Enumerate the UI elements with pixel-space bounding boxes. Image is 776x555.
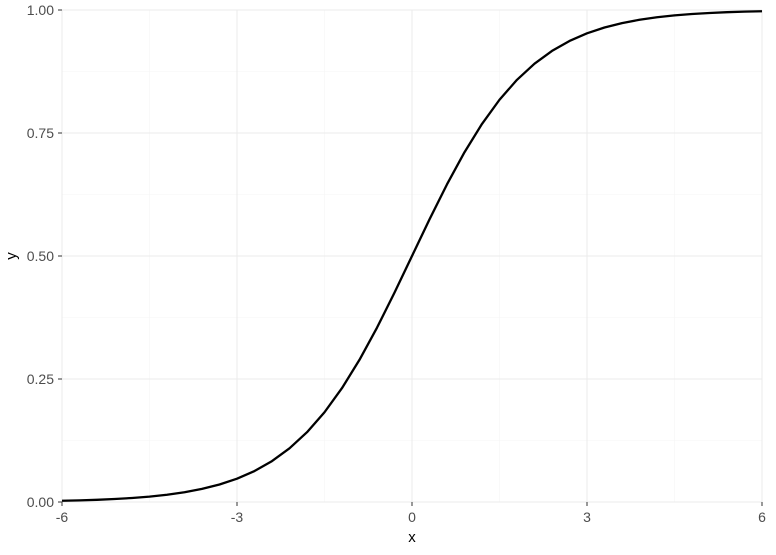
y-axis-title: y [3,252,20,260]
x-axis-title: x [408,529,416,546]
y-tick-label: 0.75 [27,125,54,141]
y-tick-label: 0.25 [27,371,54,387]
y-tick-label: 0.00 [27,494,54,510]
chart-svg: -6 -3 0 3 6 0.00 0.25 0.50 0.75 1.00 x y [0,0,776,555]
y-tick-label: 0.50 [27,248,54,264]
x-tick-label: -3 [231,509,244,525]
x-tick-label: 6 [758,509,766,525]
x-tick-label: -6 [56,509,69,525]
y-tick-label: 1.00 [27,2,54,18]
x-tick-label: 3 [583,509,591,525]
sigmoid-chart: -6 -3 0 3 6 0.00 0.25 0.50 0.75 1.00 x y [0,0,776,555]
x-tick-label: 0 [408,509,416,525]
